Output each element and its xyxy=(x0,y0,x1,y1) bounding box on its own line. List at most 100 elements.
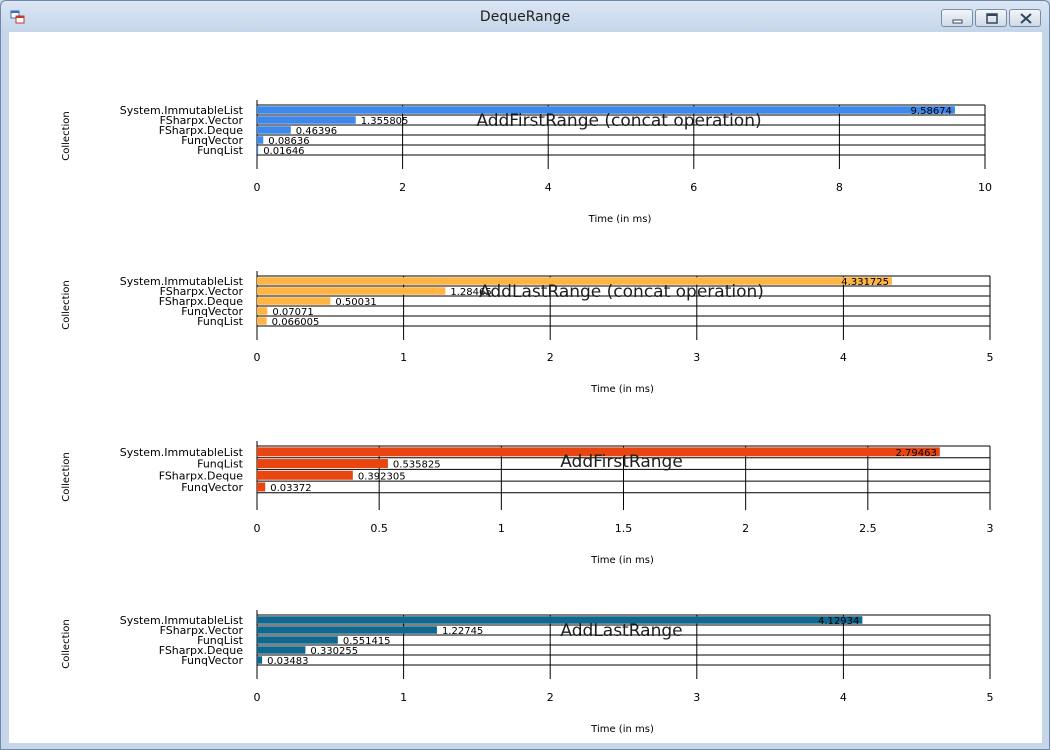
chart-title: AddLastRange (concat operation) xyxy=(479,282,764,302)
x-axis-label: Time (in ms) xyxy=(588,214,652,225)
x-tick-label: 4 xyxy=(840,691,847,704)
x-tick-label: 10 xyxy=(978,181,992,194)
value-label: 0.551415 xyxy=(343,636,391,647)
bar xyxy=(257,136,264,144)
bar xyxy=(257,656,263,664)
bar xyxy=(257,636,338,644)
app-window-icon[interactable] xyxy=(10,9,26,24)
x-tick-label: 1 xyxy=(400,691,407,704)
x-tick-label: 3 xyxy=(693,351,700,364)
title-bar[interactable]: DequeRange xyxy=(1,1,1049,31)
x-tick-label: 0 xyxy=(254,522,261,535)
minimize-icon xyxy=(952,19,963,24)
x-axis-label: Time (in ms) xyxy=(590,555,654,566)
bar xyxy=(257,317,267,325)
chart-add-last-range-concat: 0 1 2 3 4 5 System.ImmutableList 4.331725 FSharp… xyxy=(9,232,1042,402)
chart-add-first-range: 0 0.5 1 1.5 2 2.5 3 System.ImmutableList 2.79463… xyxy=(9,402,1042,572)
value-label: 0.330255 xyxy=(310,646,358,657)
y-axis-label: Collection xyxy=(61,280,72,329)
minimize-button[interactable] xyxy=(941,9,973,27)
window-title: DequeRange xyxy=(479,9,571,25)
category-label: System.ImmutableList xyxy=(120,446,244,459)
value-label: 2.79463 xyxy=(895,448,936,459)
maximize-icon xyxy=(986,13,998,24)
category-label: FSharpx.Vector xyxy=(160,624,244,637)
value-label: 0.01646 xyxy=(263,146,304,157)
x-tick-label: 2 xyxy=(399,181,406,194)
x-tick-label: 1.5 xyxy=(615,522,633,535)
category-label: FunqList xyxy=(197,144,244,157)
chart-add-first-range-concat: 0 2 4 6 8 10 System.ImmutableList 9.58674 FSharp… xyxy=(9,62,1042,232)
x-tick-label: 4 xyxy=(840,351,847,364)
x-tick-label: 2 xyxy=(742,522,749,535)
value-label: 1.28465 xyxy=(450,287,491,298)
value-label: 0.03372 xyxy=(270,483,311,494)
chart-svg: 0 2 4 6 8 10 System.ImmutableList 9.58674 FSharp… xyxy=(61,100,992,225)
y-axis-label: Collection xyxy=(61,452,72,501)
value-label: 4.331725 xyxy=(841,277,889,288)
value-label: 0.50031 xyxy=(335,297,376,308)
bar xyxy=(257,616,863,624)
bar xyxy=(257,459,388,469)
bar xyxy=(257,447,940,457)
y-axis-label: Collection xyxy=(61,619,72,668)
bar xyxy=(257,482,266,492)
bar xyxy=(257,646,306,654)
value-label: 9.58674 xyxy=(911,106,952,117)
bar xyxy=(257,146,259,154)
bar xyxy=(257,297,331,305)
category-label: FunqVector xyxy=(181,654,243,667)
chart-title: AddFirstRange xyxy=(560,452,683,472)
x-tick-label: 5 xyxy=(987,691,994,704)
chart-add-last-range: 0 1 2 3 4 5 System.ImmutableList 4.12934 FSharpx… xyxy=(9,572,1042,742)
x-tick-label: 2 xyxy=(547,691,554,704)
value-label: 0.46396 xyxy=(296,126,337,137)
x-axis-label: Time (in ms) xyxy=(590,384,654,395)
chart-title: AddFirstRange (concat operation) xyxy=(476,111,761,131)
category-label: FSharpx.Deque xyxy=(159,295,244,308)
value-label: 1.22745 xyxy=(442,626,483,637)
category-label: FSharpx.Deque xyxy=(159,469,244,482)
y-axis-label: Collection xyxy=(61,111,72,160)
value-label: 0.066005 xyxy=(272,317,320,328)
x-tick-label: 0 xyxy=(254,351,261,364)
bar xyxy=(257,116,356,124)
category-label: FunqList xyxy=(197,634,244,647)
maximize-button[interactable] xyxy=(975,9,1007,27)
bar xyxy=(257,287,446,295)
bar xyxy=(257,277,893,285)
x-tick-label: 2.5 xyxy=(859,522,877,535)
x-axis-label: Time (in ms) xyxy=(590,724,654,735)
category-label: FSharpx.Deque xyxy=(159,644,244,657)
value-label: 4.12934 xyxy=(818,616,859,627)
bar xyxy=(257,106,955,114)
x-tick-label: 8 xyxy=(836,181,843,194)
bar xyxy=(257,470,353,480)
category-label: System.ImmutableList xyxy=(120,104,244,117)
chart-svg: 0 0.5 1 1.5 2 2.5 3 System.ImmutableList 2.79463… xyxy=(61,441,994,566)
value-label: 0.535825 xyxy=(393,460,441,471)
x-tick-label: 0 xyxy=(254,181,261,194)
category-label: FSharpx.Deque xyxy=(159,124,244,137)
category-label: FunqList xyxy=(197,315,244,328)
x-tick-label: 3 xyxy=(693,691,700,704)
category-label: FunqVector xyxy=(181,305,243,318)
chart-svg: 0 1 2 3 4 5 System.ImmutableList 4.12934 FSharpx… xyxy=(61,610,994,735)
value-label: 0.08636 xyxy=(268,136,309,147)
chart-area: 0 2 4 6 8 10 System.ImmutableList 9.58674 FSharp… xyxy=(9,32,1042,743)
category-label: FunqList xyxy=(197,458,244,471)
x-tick-label: 1 xyxy=(498,522,505,535)
close-button[interactable] xyxy=(1009,9,1041,27)
bar xyxy=(257,126,291,134)
category-label: FSharpx.Vector xyxy=(160,114,244,127)
x-tick-label: 0 xyxy=(254,691,261,704)
x-tick-label: 3 xyxy=(987,522,994,535)
x-tick-label: 1 xyxy=(400,351,407,364)
close-icon xyxy=(1020,13,1032,24)
category-label: System.ImmutableList xyxy=(120,614,244,627)
category-label: FSharpx.Vector xyxy=(160,285,244,298)
x-tick-label: 6 xyxy=(690,181,697,194)
chart-svg: 0 1 2 3 4 5 System.ImmutableList 4.331725 FSharp… xyxy=(61,271,994,395)
x-tick-label: 2 xyxy=(547,351,554,364)
